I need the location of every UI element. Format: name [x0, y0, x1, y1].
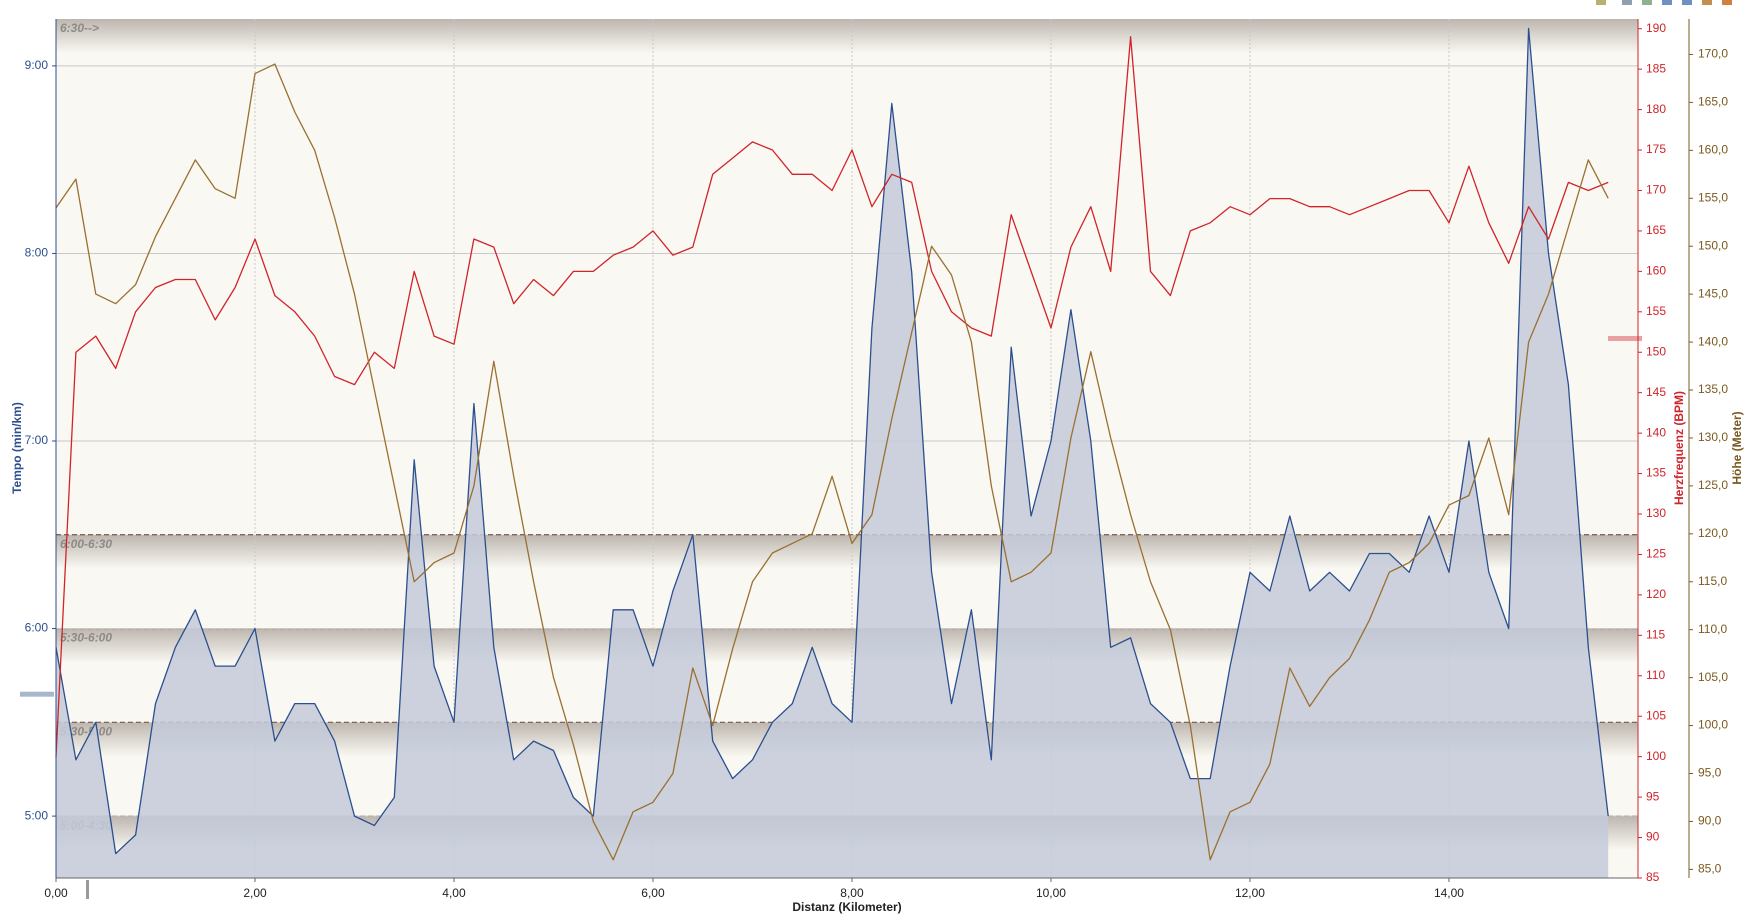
y3-tick-label: 105,0	[1698, 670, 1728, 684]
y3-tick-label: 120,0	[1698, 526, 1728, 540]
y2-tick-label: 150	[1646, 344, 1666, 358]
y2-tick-label: 190	[1646, 21, 1666, 35]
x-tick-label: 0,00	[44, 886, 68, 900]
icon	[1702, 0, 1712, 5]
x-tick-label: 2,00	[243, 886, 267, 900]
y2-tick-label: 135	[1646, 466, 1666, 480]
y3-tick-label: 85,0	[1698, 862, 1722, 876]
tempo-area	[56, 28, 1609, 878]
y3-tick-label: 90,0	[1698, 814, 1722, 828]
series-line	[55, 36, 1609, 757]
y2-tick-label: 115	[1646, 628, 1665, 642]
zone-label: 5:30-5:00	[60, 725, 112, 739]
series-line	[55, 27, 1609, 855]
y2-tick-label: 160	[1646, 264, 1666, 278]
y3-tick-label: 165,0	[1698, 95, 1728, 109]
y2-tick-label: 140	[1646, 425, 1666, 439]
y2-tick-label: 155	[1646, 304, 1666, 318]
y3-tick-label: 110,0	[1698, 622, 1727, 636]
y2-tick-label: 95	[1646, 789, 1660, 803]
zone-label: 6:00-6:30	[60, 537, 112, 551]
zone-label: 6:30-->	[60, 21, 99, 35]
y3-tick-label: 135,0	[1698, 382, 1728, 396]
y2-tick-label: 110	[1646, 668, 1665, 682]
series-line	[55, 63, 1609, 861]
y2-tick-label: 165	[1646, 223, 1666, 237]
x-tick-label: 10,00	[1036, 886, 1066, 900]
y2-tick-label: 90	[1646, 830, 1660, 844]
y3-tick-label: 150,0	[1698, 238, 1728, 252]
zone-band	[56, 19, 1638, 53]
y2-tick-label: 170	[1646, 183, 1666, 197]
x-tick-label: 4,00	[442, 886, 466, 900]
y3-tick-label: 140,0	[1698, 334, 1728, 348]
y3-tick-label: 170,0	[1698, 47, 1728, 61]
y-tick-label: 8:00	[25, 246, 49, 260]
y-tick-label: 7:00	[25, 433, 49, 447]
y-tick-label: 5:00	[25, 808, 49, 822]
x-tick-label: 14,00	[1434, 886, 1464, 900]
icon	[1682, 0, 1692, 5]
y-tick-label: 6:00	[25, 621, 49, 635]
y3-tick-label: 100,0	[1698, 718, 1728, 732]
y3-tick-label: 145,0	[1698, 286, 1728, 300]
y2-tick-label: 85	[1646, 870, 1660, 884]
y3-tick-label: 160,0	[1698, 143, 1728, 157]
y3-tick-label: 95,0	[1698, 766, 1722, 780]
icon	[1662, 0, 1672, 5]
y3-tick-label: 155,0	[1698, 190, 1728, 204]
y3-tick-label: 130,0	[1698, 430, 1728, 444]
x-scroll-marker	[86, 880, 89, 899]
y2-tick-label: 125	[1646, 547, 1666, 561]
icon	[1722, 0, 1732, 5]
x-tick-label: 6,00	[641, 886, 665, 900]
y3-tick-label: 125,0	[1698, 478, 1728, 492]
x-tick-label: 12,00	[1235, 886, 1265, 900]
y-tick-label: 9:00	[25, 58, 49, 72]
zone-label: 5:30-6:00	[60, 631, 112, 645]
icon	[1642, 0, 1652, 5]
hr-average-marker	[1608, 335, 1642, 341]
y2-axis-title: Herzfrequenz (BPM)	[1672, 391, 1686, 505]
toolbar-icons	[1596, 0, 1732, 5]
y2-tick-label: 100	[1646, 749, 1666, 763]
y2-tick-label: 145	[1646, 385, 1666, 399]
y2-tick-label: 180	[1646, 102, 1666, 116]
tempo-average-marker	[20, 691, 54, 697]
x-axis-title: Distanz (Kilometer)	[792, 900, 901, 914]
y2-tick-label: 175	[1646, 142, 1666, 156]
y2-tick-label: 130	[1646, 506, 1666, 520]
y3-tick-label: 115,0	[1698, 574, 1727, 588]
y-axis-title: Tempo (min/km)	[10, 402, 24, 494]
y2-tick-label: 185	[1646, 61, 1666, 75]
y3-axis-title: Höhe (Meter)	[1730, 411, 1744, 484]
icon	[1622, 0, 1632, 5]
y2-tick-label: 120	[1646, 587, 1666, 601]
icon	[1596, 0, 1606, 5]
y2-tick-label: 105	[1646, 708, 1666, 722]
x-tick-label: 8,00	[840, 886, 864, 900]
